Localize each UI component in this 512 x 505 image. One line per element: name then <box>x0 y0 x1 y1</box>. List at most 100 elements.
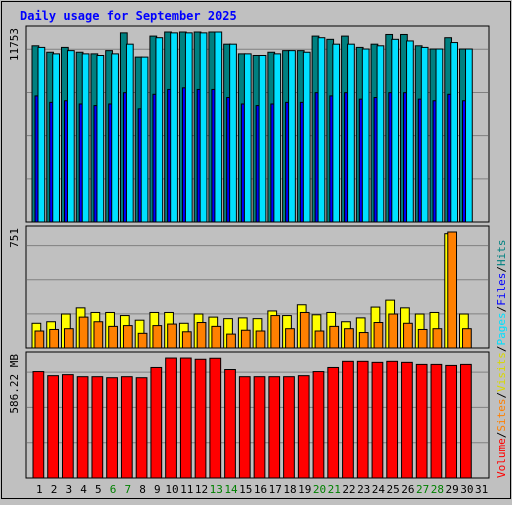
x-tick-label-day-23: 23 <box>357 483 370 496</box>
bar-sites-day-18 <box>285 328 295 349</box>
bar-volume-day-2 <box>47 375 59 479</box>
legend-sites: Sites <box>495 399 508 432</box>
bar-sites-day-6 <box>108 325 118 349</box>
bar-volume-day-25 <box>386 360 399 479</box>
x-tick-label-day-27: 27 <box>416 483 429 496</box>
bar-pages-day-8 <box>140 56 149 223</box>
legend-separator: / <box>495 392 508 399</box>
bar-sites-day-20 <box>314 330 325 349</box>
bar-volume-day-10 <box>165 357 177 479</box>
bar-sites-day-7 <box>122 325 133 349</box>
bar-pages-day-6 <box>111 53 119 223</box>
bar-sites-day-16 <box>255 330 266 349</box>
bar-pages-day-14 <box>229 43 237 223</box>
x-tick-label-day-6: 6 <box>110 483 117 496</box>
bar-volume-day-15 <box>238 376 251 479</box>
bar-pages-day-11 <box>184 32 193 223</box>
x-tick-label-day-22: 22 <box>342 483 355 496</box>
legend-separator: / <box>495 432 508 439</box>
x-tick-label-day-11: 11 <box>180 483 193 496</box>
legend-separator: / <box>495 346 508 353</box>
x-tick-label-day-5: 5 <box>95 483 102 496</box>
bar-volume-day-1 <box>32 371 45 479</box>
bar-pages-day-2 <box>52 53 60 223</box>
bar-pages-day-27 <box>420 46 429 223</box>
bar-volume-day-20 <box>312 371 325 479</box>
bar-volume-day-5 <box>91 376 104 479</box>
x-tick-label-day-17: 17 <box>269 483 282 496</box>
bar-pages-day-25 <box>391 38 400 223</box>
bar-pages-day-16 <box>258 54 267 223</box>
bar-volume-day-27 <box>415 363 428 479</box>
bar-sites-day-28 <box>432 328 443 349</box>
x-tick-label-day-15: 15 <box>239 483 252 496</box>
bar-sites-day-29 <box>447 231 458 349</box>
bar-sites-day-23 <box>358 332 369 349</box>
bar-volume-day-14 <box>224 369 236 479</box>
legend-visits: Visits <box>495 352 508 392</box>
x-tick-label-day-31: 31 <box>475 483 488 496</box>
bar-volume-day-3 <box>61 374 74 479</box>
bar-pages-day-29 <box>450 42 459 223</box>
bar-pages-day-13 <box>214 31 223 223</box>
x-tick-label-day-16: 16 <box>254 483 267 496</box>
bar-sites-day-27 <box>417 328 428 349</box>
legend-hits: Hits <box>495 240 508 267</box>
bar-sites-day-9 <box>152 325 163 349</box>
bar-pages-day-22 <box>347 43 355 223</box>
legend-volume: Volume <box>495 438 508 478</box>
x-tick-label-day-28: 28 <box>431 483 444 496</box>
bar-pages-day-28 <box>435 48 444 223</box>
bar-pages-day-30 <box>465 48 473 223</box>
legend-separator: / <box>495 306 508 313</box>
x-tick-label-day-25: 25 <box>387 483 400 496</box>
bar-pages-day-3 <box>66 50 75 223</box>
bar-sites-day-3 <box>63 328 74 349</box>
bar-sites-day-21 <box>329 325 340 349</box>
bar-sites-day-5 <box>93 321 104 349</box>
bar-volume-day-4 <box>76 376 89 479</box>
bar-volume-day-6 <box>106 377 118 479</box>
bar-volume-day-23 <box>356 360 369 479</box>
bar-sites-day-8 <box>137 332 148 349</box>
bar-sites-day-19 <box>299 311 310 349</box>
bar-volume-day-18 <box>283 376 295 479</box>
y-max-label-volume: 586.22 MB <box>8 354 21 414</box>
bar-pages-day-5 <box>96 54 105 223</box>
x-tick-label-day-14: 14 <box>224 483 238 496</box>
x-tick-label-day-29: 29 <box>446 483 459 496</box>
x-tick-label-day-7: 7 <box>125 483 132 496</box>
chart-title: Daily usage for September 2025 <box>20 9 237 23</box>
bar-sites-day-15 <box>240 329 251 349</box>
y-max-label-visits-sites: 751 <box>8 228 21 248</box>
x-tick-label-day-2: 2 <box>51 483 58 496</box>
bar-sites-day-13 <box>211 325 222 349</box>
x-tick-label-day-3: 3 <box>66 483 73 496</box>
x-tick-label-day-4: 4 <box>80 483 87 496</box>
bar-pages-day-17 <box>273 53 282 223</box>
bar-pages-day-9 <box>155 37 164 223</box>
bar-sites-day-25 <box>388 313 399 349</box>
bar-pages-day-15 <box>243 53 252 223</box>
bar-pages-day-26 <box>406 40 414 223</box>
x-tick-label-day-30: 30 <box>460 483 473 496</box>
legend-pages: Pages <box>495 312 508 345</box>
bar-volume-day-16 <box>253 376 266 479</box>
x-tick-label-day-19: 19 <box>298 483 311 496</box>
bar-sites-day-11 <box>181 331 192 349</box>
bar-pages-day-12 <box>199 32 208 223</box>
bar-volume-day-30 <box>460 363 472 479</box>
bar-pages-day-23 <box>361 48 370 223</box>
bar-sites-day-12 <box>196 322 207 349</box>
bar-volume-day-17 <box>268 376 281 479</box>
x-tick-label-day-18: 18 <box>283 483 296 496</box>
x-tick-label-day-12: 12 <box>195 483 208 496</box>
bar-sites-day-17 <box>270 315 281 349</box>
bar-sites-day-4 <box>78 316 89 349</box>
bar-pages-day-4 <box>81 53 90 223</box>
bar-pages-day-10 <box>170 32 178 223</box>
bar-volume-day-9 <box>150 366 163 479</box>
